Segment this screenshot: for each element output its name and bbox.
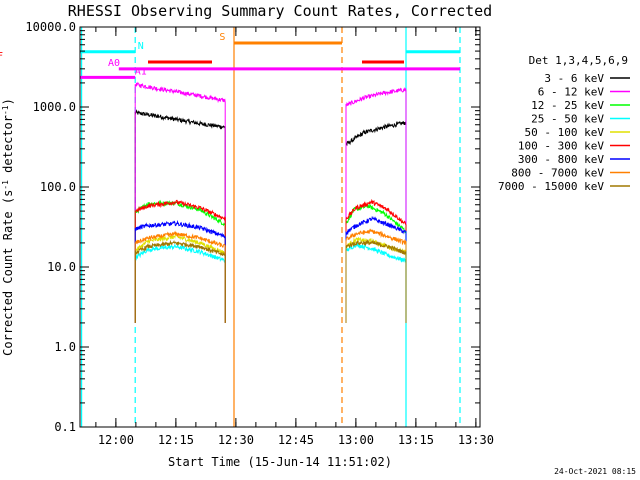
series-6-seg1 — [134, 219, 226, 323]
legend-label-5: 100 - 300 keV — [518, 140, 604, 153]
series-0-seg2 — [345, 120, 407, 323]
flag-label-s: S — [219, 32, 225, 43]
x-tick-label-4: 13:00 — [338, 433, 374, 447]
y-axis-label-tail: detector — [1, 115, 15, 180]
legend-label-8: 7000 - 15000 keV — [498, 180, 604, 193]
y-axis-label-sup: -1 — [1, 180, 10, 190]
legend-label-1: 6 - 12 keV — [538, 86, 605, 99]
flag-label-a1: A1 — [135, 66, 147, 77]
y-axis-label: Corrected Count Rate (s-1 detector-1) — [1, 98, 15, 356]
legend-label-4: 50 - 100 keV — [525, 126, 605, 139]
plot-frame — [79, 26, 481, 428]
x-tick-label-1: 12:15 — [158, 433, 194, 447]
y-tick-label-5: 0.1 — [54, 420, 76, 434]
series-4-seg1 — [134, 233, 226, 323]
y-axis-label-sup2: -1 — [1, 105, 10, 115]
x-axis-label: Start Time (15-Jun-14 11:51:02) — [168, 455, 392, 469]
series-8-seg2 — [345, 239, 407, 323]
series-3-seg2 — [345, 242, 407, 323]
series-5-seg1 — [134, 199, 226, 323]
y-tick-label-3: 10.0 — [47, 260, 76, 274]
series-3-seg1 — [134, 243, 226, 323]
y-tick-label-1: 1000.0 — [33, 100, 76, 114]
series-5-seg2 — [345, 198, 407, 323]
series-1-seg1 — [134, 81, 226, 323]
x-axis-ticks: 12:00 12:15 12:30 12:45 13:00 13:15 13:30 — [95, 27, 494, 447]
y-axis-label-main: Corrected Count Rate (s — [1, 190, 15, 356]
legend-label-7: 800 - 7000 keV — [511, 167, 604, 180]
y-tick-label-4: 1.0 — [54, 340, 76, 354]
flag-label-a0: A0 — [108, 58, 120, 69]
series-2-seg1 — [134, 199, 226, 323]
x-tick-label-2: 12:30 — [218, 433, 254, 447]
chart-title: RHESSI Observing Summary Count Rates, Co… — [68, 2, 492, 20]
x-tick-label-5: 13:15 — [398, 433, 434, 447]
series-7-seg2 — [345, 228, 407, 323]
generation-timestamp: 24-Oct-2021 08:15 — [554, 467, 636, 476]
y-tick-label-0: 10000.0 — [25, 20, 76, 34]
y-axis-label-end: ) — [1, 98, 15, 105]
flag-label-n: N — [138, 41, 144, 52]
legend-label-0: 3 - 6 keV — [544, 72, 604, 85]
series-0-seg1 — [134, 109, 226, 323]
y-tick-label-2: 100.0 — [40, 180, 76, 194]
x-tick-label-6: 13:30 — [458, 433, 494, 447]
series-8-seg1 — [134, 239, 226, 323]
series-1-seg2 — [345, 87, 407, 323]
legend-label-3: 25 - 50 keV — [531, 113, 604, 126]
flag-label-f: F — [0, 51, 3, 62]
plot-area: N F S A0 A1 — [0, 27, 461, 427]
y-axis-ticks: 10000.0 1000.0 100.0 10.0 1.0 0.1 — [25, 20, 480, 434]
legend-label-6: 300 - 800 keV — [518, 153, 604, 166]
series-7-seg1 — [134, 230, 226, 323]
series-6-seg2 — [345, 215, 407, 323]
legend-label-2: 12 - 25 keV — [531, 99, 604, 112]
x-tick-label-0: 12:00 — [98, 433, 134, 447]
series-2-seg2 — [345, 203, 407, 323]
legend-title: Det 1,3,4,5,6,9 — [529, 54, 628, 67]
x-tick-label-3: 12:45 — [278, 433, 314, 447]
